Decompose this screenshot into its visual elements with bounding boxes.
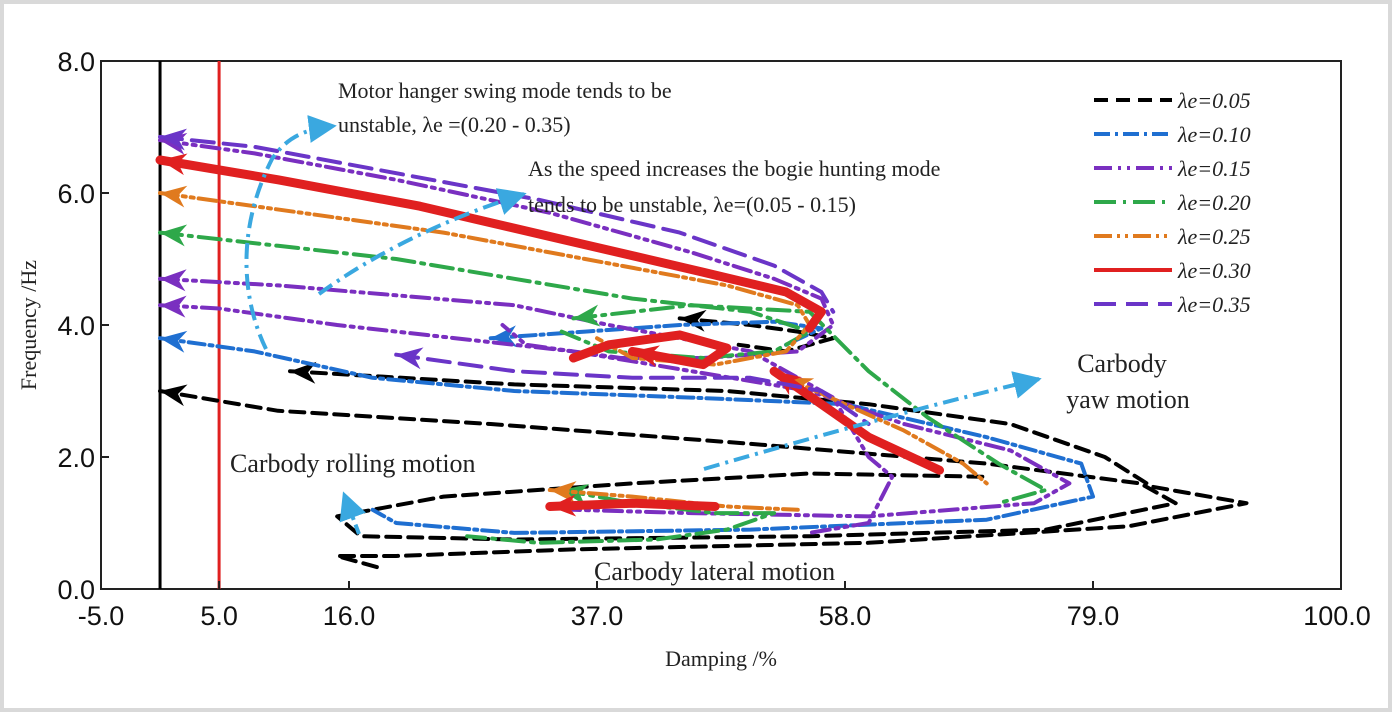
series-0-arrowhead: [160, 384, 188, 407]
legend-label-3: λe=0.20: [1177, 190, 1251, 215]
series-5-arrowhead: [160, 153, 188, 176]
series-5: [155, 153, 944, 517]
annotation-carbody-yaw-line1: Carbody: [1077, 349, 1167, 378]
legend-label-2: λe=0.15: [1177, 156, 1251, 181]
series-6-branch-0: [158, 134, 836, 314]
series-3-branch-1: [571, 303, 1048, 506]
legend-label-4: λe=0.25: [1177, 224, 1251, 249]
annotation-carbody-rolling: Carbody rolling motion: [230, 449, 476, 478]
series-6-branch-1: [394, 352, 871, 426]
annotation-motor-hanger-line2: unstable, λe =(0.20 - 0.35): [338, 112, 571, 137]
legend-label-5: λe=0.30: [1177, 258, 1251, 283]
series-0-branch-1: [288, 369, 1249, 572]
legend-label-6: λe=0.35: [1177, 292, 1251, 317]
annotation-arrows: [244, 115, 1042, 535]
y-tick-label: 8.0: [57, 47, 95, 77]
x-tick-label: 100.0: [1303, 601, 1371, 631]
series-2-branch-2: [158, 138, 836, 360]
annotation-arrow-motor-hanger: [244, 115, 337, 350]
series-6: [158, 128, 871, 426]
chart-frame: -5.0 5.0 16.0 37.0 58.0 79.0 100.0 0.0 2.0 4.0 6.…: [4, 4, 1388, 708]
series-3-branch-2: [465, 488, 777, 545]
series-1-branch-1: [488, 319, 824, 347]
y-tick-label: 4.0: [57, 311, 95, 341]
annotation-arrow-yaw: [703, 371, 1042, 471]
series-4-arrowhead: [160, 185, 188, 208]
series-6-arrowhead: [160, 128, 188, 151]
annotation-carbody-yaw-line2: yaw motion: [1066, 385, 1190, 414]
series-5-arrowhead: [632, 345, 661, 367]
y-tick-label: 2.0: [57, 443, 95, 473]
series-2-arrowhead: [160, 295, 187, 318]
y-axis-ticks: 0.0 2.0 4.0 6.0 8.0: [57, 47, 109, 605]
series-2-branch-0: [158, 303, 1072, 519]
legend-label-0: λe=0.05: [1177, 88, 1251, 113]
x-tick-label: 58.0: [819, 601, 872, 631]
series-2-arrowhead: [160, 269, 187, 292]
legend-label-1: λe=0.10: [1177, 122, 1251, 147]
y-tick-label: 6.0: [57, 179, 95, 209]
annotation-carbody-lateral: Carbody lateral motion: [594, 557, 835, 586]
series-3-branch-0: [158, 230, 812, 360]
root-locus-chart: -5.0 5.0 16.0 37.0 58.0 79.0 100.0 0.0 2.0 4.0 6.…: [16, 47, 1371, 671]
series-1-arrowhead: [160, 330, 188, 353]
series-layer: [155, 128, 1249, 572]
series-5-branch-1: [568, 330, 732, 370]
series-1-branch-0: [158, 336, 1095, 535]
annotation-hunting-line1: As the speed increases the bogie hunting…: [528, 156, 940, 181]
series-6-arrowhead: [396, 347, 424, 370]
x-tick-label: 37.0: [571, 601, 624, 631]
series-0: [158, 309, 1249, 572]
series-0-arrowhead: [289, 361, 317, 384]
x-tick-label: -5.0: [78, 601, 125, 631]
x-axis-ticks: -5.0 5.0 16.0 37.0 58.0 79.0 100.0: [78, 581, 1371, 631]
annotation-arrow-rolling: [339, 491, 366, 535]
legend: λe=0.05 λe=0.10 λe=0.15 λe=0.20 λe=0.25 λe=0.…: [1094, 88, 1251, 317]
x-tick-label: 79.0: [1067, 601, 1120, 631]
x-axis-label: Damping /%: [665, 646, 777, 671]
x-tick-label: 5.0: [200, 601, 238, 631]
y-axis-label: Frequency /Hz: [16, 260, 41, 390]
series-3-arrowhead: [160, 224, 188, 247]
series-3-arrowhead: [573, 304, 601, 327]
annotation-arrow-hunting: [317, 188, 527, 296]
series-5-arrowhead: [549, 494, 577, 517]
x-tick-label: 16.0: [323, 601, 376, 631]
series-0-branch-0: [158, 389, 1178, 542]
annotation-hunting-line2: tends to be unstable, λe=(0.05 - 0.15): [528, 192, 856, 217]
series-5-branch-0: [155, 155, 826, 333]
annotation-motor-hanger-line1: Motor hanger swing mode tends to be: [338, 78, 672, 103]
y-tick-label: 0.0: [57, 575, 95, 605]
series-5-branch-3: [545, 498, 720, 511]
